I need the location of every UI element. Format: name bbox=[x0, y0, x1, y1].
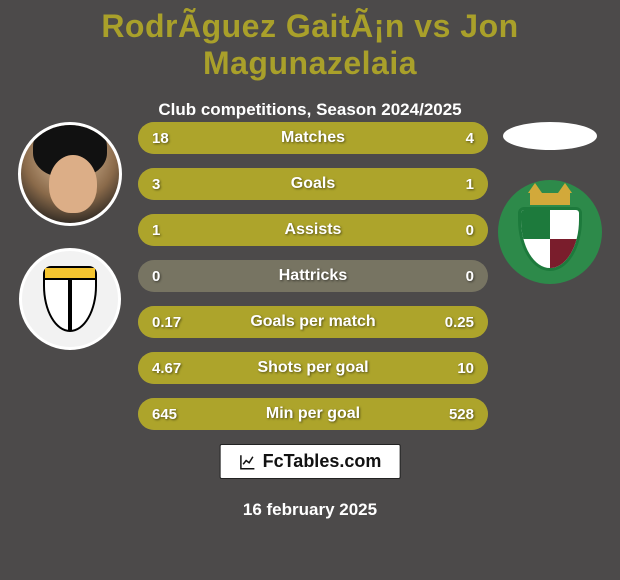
stat-row: 10Assists bbox=[138, 214, 488, 246]
watermark-badge: FcTables.com bbox=[220, 444, 401, 479]
stat-row: 645528Min per goal bbox=[138, 398, 488, 430]
stat-label: Matches bbox=[138, 129, 488, 147]
stat-row: 4.6710Shots per goal bbox=[138, 352, 488, 384]
player-left-avatar bbox=[18, 122, 122, 226]
stat-row: 31Goals bbox=[138, 168, 488, 200]
subtitle: Club competitions, Season 2024/2025 bbox=[0, 100, 620, 120]
stat-row: 0.170.25Goals per match bbox=[138, 306, 488, 338]
stat-label: Assists bbox=[138, 221, 488, 239]
comparison-card: RodrÃ­guez GaitÃ¡n vs Jon Magunazelaia C… bbox=[0, 0, 620, 580]
chart-icon bbox=[239, 453, 257, 471]
date-text: 16 february 2025 bbox=[0, 500, 620, 520]
stat-label: Goals bbox=[138, 175, 488, 193]
stat-label: Shots per goal bbox=[138, 359, 488, 377]
player-left-club-badge bbox=[19, 248, 121, 350]
stat-row: 00Hattricks bbox=[138, 260, 488, 292]
stat-label: Min per goal bbox=[138, 405, 488, 423]
player-right-team-oval bbox=[503, 122, 597, 150]
shield-icon bbox=[43, 266, 97, 332]
stats-area: 184Matches 31Goals 10Assists 00Hattricks 0.1… bbox=[138, 122, 488, 444]
stat-row: 184Matches bbox=[138, 122, 488, 154]
stat-label: Hattricks bbox=[138, 267, 488, 285]
player-right-club-badge bbox=[498, 180, 602, 284]
left-player-column bbox=[10, 122, 130, 350]
watermark-text: FcTables.com bbox=[263, 451, 382, 472]
page-title: RodrÃ­guez GaitÃ¡n vs Jon Magunazelaia bbox=[0, 0, 620, 82]
right-player-column bbox=[490, 122, 610, 284]
shield-icon bbox=[518, 193, 582, 271]
stat-label: Goals per match bbox=[138, 313, 488, 331]
